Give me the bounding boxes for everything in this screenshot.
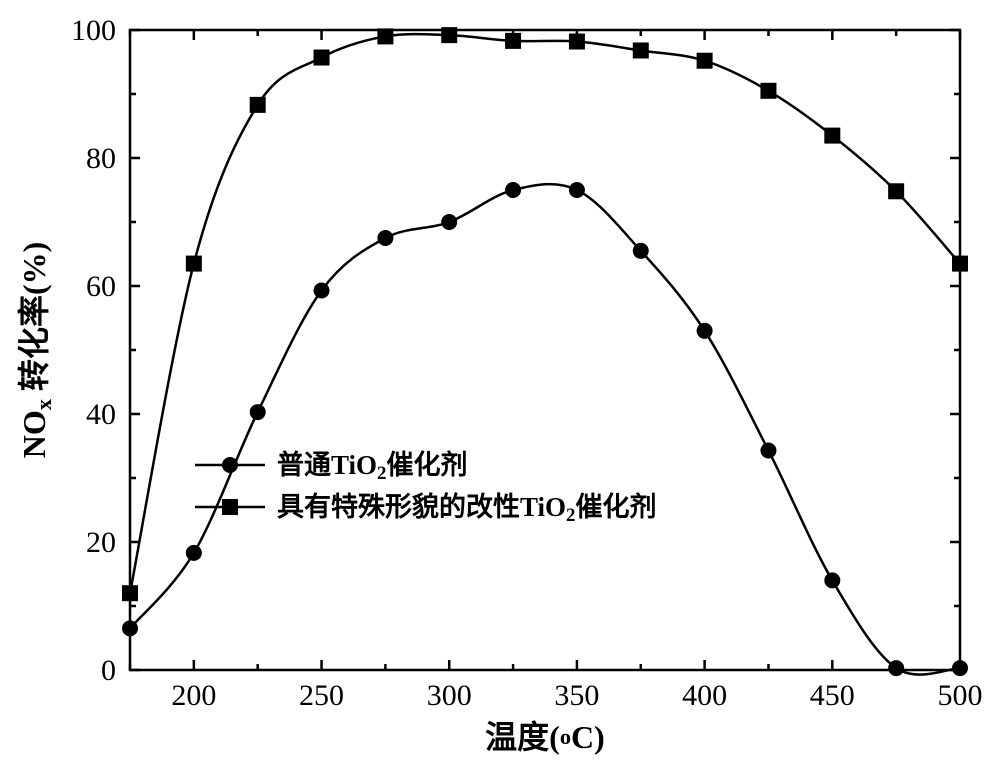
y-axis-label: NOx 转化率(%) <box>16 242 56 459</box>
x-tick-label: 350 <box>554 679 599 712</box>
legend-label: 普通TiO2催化剂 <box>277 449 467 484</box>
series-line <box>130 184 960 675</box>
marker-square <box>505 33 521 49</box>
marker-square <box>186 256 202 272</box>
marker-circle <box>633 243 649 259</box>
x-tick-label: 300 <box>427 679 472 712</box>
marker-square <box>314 50 330 66</box>
marker-square <box>569 34 585 50</box>
marker-circle <box>314 282 330 298</box>
marker-circle <box>888 660 904 676</box>
marker-square <box>824 128 840 144</box>
marker-circle <box>441 214 457 230</box>
y-tick-label: 60 <box>86 270 116 303</box>
y-tick-label: 40 <box>86 398 116 431</box>
y-tick-label: 20 <box>86 526 116 559</box>
legend-marker <box>222 457 238 473</box>
marker-circle <box>186 545 202 561</box>
marker-circle <box>697 323 713 339</box>
x-tick-label: 450 <box>810 679 855 712</box>
marker-circle <box>377 230 393 246</box>
chart-svg: 200 250 300 350 400 450 500 0 20 40 60 80 100 温度(oC) N… <box>0 0 1000 760</box>
y-tick-label: 0 <box>101 654 116 687</box>
marker-circle <box>569 182 585 198</box>
legend-marker <box>222 499 238 515</box>
y-tick-label: 100 <box>71 14 116 47</box>
marker-square <box>952 256 968 272</box>
marker-square <box>633 42 649 58</box>
marker-circle <box>505 182 521 198</box>
marker-circle <box>250 404 266 420</box>
y-tick-label: 80 <box>86 142 116 175</box>
marker-square <box>441 27 457 43</box>
legend-label: 具有特殊形貌的改性TiO2催化剂 <box>277 491 656 526</box>
x-tick-label: 500 <box>938 679 983 712</box>
marker-circle <box>824 572 840 588</box>
marker-square <box>697 53 713 69</box>
marker-circle <box>952 660 968 676</box>
marker-square <box>122 585 138 601</box>
marker-square <box>377 28 393 44</box>
marker-square <box>888 183 904 199</box>
x-axis-label: 温度(oC) <box>485 719 605 755</box>
chart-container: 200 250 300 350 400 450 500 0 20 40 60 80 100 温度(oC) N… <box>0 0 1000 760</box>
x-tick-label: 250 <box>299 679 344 712</box>
svg-text:温度(oC): 温度(oC) <box>485 719 605 755</box>
marker-circle <box>122 620 138 636</box>
marker-square <box>250 97 266 113</box>
x-tick-label: 400 <box>682 679 727 712</box>
marker-circle <box>760 442 776 458</box>
x-tick-label: 200 <box>171 679 216 712</box>
marker-square <box>760 83 776 99</box>
